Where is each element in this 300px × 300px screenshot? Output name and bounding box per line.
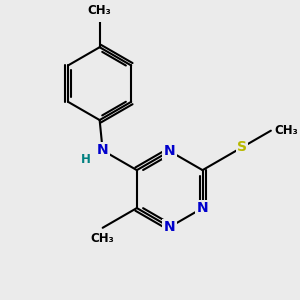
Text: N: N — [197, 201, 208, 215]
Text: CH₃: CH₃ — [88, 4, 112, 17]
Text: H: H — [81, 153, 91, 166]
Text: CH₃: CH₃ — [91, 232, 115, 245]
Text: S: S — [237, 140, 247, 154]
Text: N: N — [97, 143, 109, 158]
Text: N: N — [164, 144, 176, 158]
Text: N: N — [164, 220, 176, 234]
Text: CH₃: CH₃ — [274, 124, 298, 137]
